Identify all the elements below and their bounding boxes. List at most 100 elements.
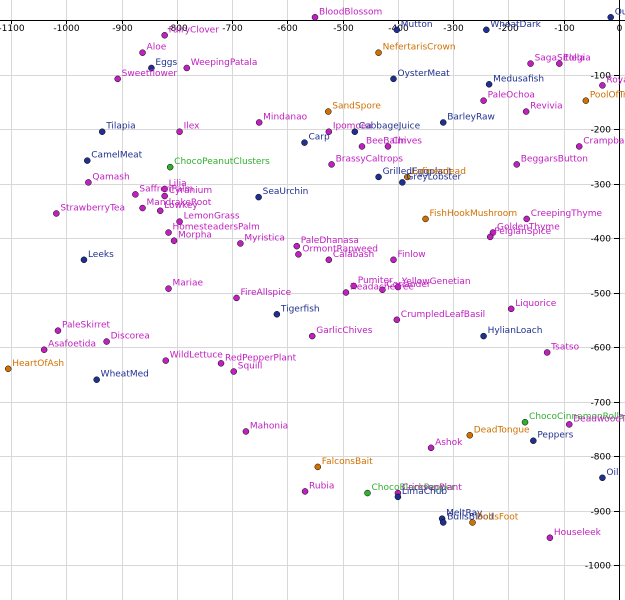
data-label: Finlow xyxy=(397,250,425,260)
data-label: Mariae xyxy=(173,279,204,289)
data-point xyxy=(328,161,335,168)
data-label: FairyClover xyxy=(169,25,220,35)
data-label: Ilex xyxy=(184,122,201,132)
data-point xyxy=(84,157,91,164)
data-point xyxy=(390,256,397,264)
data-point xyxy=(607,14,614,21)
data-point xyxy=(114,75,121,83)
data-point xyxy=(393,316,401,323)
data-label: Asafoetida xyxy=(48,340,96,350)
data-label: Peppers xyxy=(537,431,573,441)
data-point xyxy=(132,191,139,198)
data-label: BarleyRaw xyxy=(447,112,495,122)
data-point xyxy=(255,193,262,201)
data-point xyxy=(522,108,530,115)
data-label: MandrakeRoot xyxy=(147,198,212,208)
data-label: Medusafish xyxy=(493,74,544,84)
data-label: WheatMed xyxy=(101,370,149,380)
data-label: Pumiter xyxy=(358,276,393,286)
data-point xyxy=(582,97,590,104)
data-point xyxy=(301,488,309,495)
data-label: PaleSkirret xyxy=(62,321,111,331)
data-point xyxy=(393,26,401,34)
data-point xyxy=(342,289,350,296)
data-label: OysterMeat xyxy=(397,69,450,79)
y-tick-label: -400 xyxy=(591,235,612,245)
data-label: Lowkey xyxy=(164,201,198,211)
x-tick-label: -700 xyxy=(222,24,243,34)
data-label: CabbageJuice xyxy=(359,122,421,132)
data-point xyxy=(4,365,12,373)
data-point xyxy=(233,294,240,302)
y-tick-label: -900 xyxy=(591,508,612,518)
data-label: Elegia xyxy=(563,54,590,64)
data-label: CreepingThyme xyxy=(531,209,603,219)
data-point xyxy=(375,173,382,181)
data-label: SeaUrchin xyxy=(263,187,309,197)
data-point xyxy=(530,437,537,444)
data-label: CrimsonPlant xyxy=(402,483,462,493)
data-label: Calabash xyxy=(333,250,374,260)
data-labels: BloodBlossom Mutton WheatDark QueenLionfish… xyxy=(12,7,625,537)
data-label: Squill xyxy=(238,362,263,372)
data-point xyxy=(93,376,100,383)
x-tick-label: -100 xyxy=(554,24,575,34)
data-label: Crampbark xyxy=(583,136,625,146)
data-point xyxy=(217,360,225,367)
data-label: FishHookMushroom xyxy=(430,209,518,219)
data-label: Carp xyxy=(308,133,329,143)
data-point xyxy=(162,357,170,364)
data-point xyxy=(139,49,146,56)
data-label: ChocoBlackPepper xyxy=(372,483,456,493)
data-point xyxy=(469,519,476,526)
data-label: CrumpledLeafBasil xyxy=(401,310,485,320)
data-label: BeggarsButton xyxy=(521,154,588,164)
data-point xyxy=(507,305,515,313)
data-label: HeadacheTree xyxy=(350,283,414,293)
x-tick-label: -200 xyxy=(498,24,519,34)
data-label: PaleOchoa xyxy=(488,91,535,101)
data-point xyxy=(139,204,146,212)
data-label: HylianLoach xyxy=(488,326,543,336)
x-tick-label: -1100 xyxy=(0,24,25,34)
data-point xyxy=(325,128,333,135)
data-label: WheatDark xyxy=(490,20,541,30)
data-point xyxy=(273,311,281,318)
data-label: BrassyCaltrops xyxy=(336,154,404,164)
data-point xyxy=(325,108,332,115)
data-point xyxy=(301,139,308,146)
data-label: Discorea xyxy=(111,332,150,342)
y-tick-label: -100 xyxy=(591,72,612,82)
data-point xyxy=(255,119,263,126)
data-label: Tsatso xyxy=(550,342,579,352)
data-point xyxy=(295,251,302,258)
data-point xyxy=(375,49,382,56)
data-label: Tigerfish xyxy=(280,304,320,314)
data-point xyxy=(566,421,573,428)
data-label: BullsBlood xyxy=(447,512,494,522)
data-label: BoltsFoot xyxy=(477,512,519,522)
data-point xyxy=(394,283,402,291)
data-point xyxy=(166,163,174,171)
data-point xyxy=(466,432,474,439)
data-label: OrmontRapweed xyxy=(302,244,378,254)
data-point xyxy=(351,128,359,135)
data-label: ChocoPeanutClusters xyxy=(174,157,270,167)
data-label: GreyLobster xyxy=(406,172,461,182)
data-points xyxy=(4,14,614,541)
data-point xyxy=(237,240,244,247)
y-tick-label: -300 xyxy=(591,181,612,191)
data-label: Tilapia xyxy=(105,122,135,132)
y-tick-label: -700 xyxy=(591,399,612,409)
data-label: Myristica xyxy=(244,233,284,243)
data-point xyxy=(293,242,301,250)
data-label: StrawberryTea xyxy=(60,203,125,213)
data-label: QueenLionfish xyxy=(615,7,625,17)
data-label: NefertarisCrown xyxy=(383,43,456,53)
data-point xyxy=(103,338,110,345)
data-point xyxy=(394,493,402,501)
data-label: Liquorice xyxy=(515,299,557,309)
data-label: Mindanao xyxy=(263,112,307,122)
data-point xyxy=(161,192,168,200)
